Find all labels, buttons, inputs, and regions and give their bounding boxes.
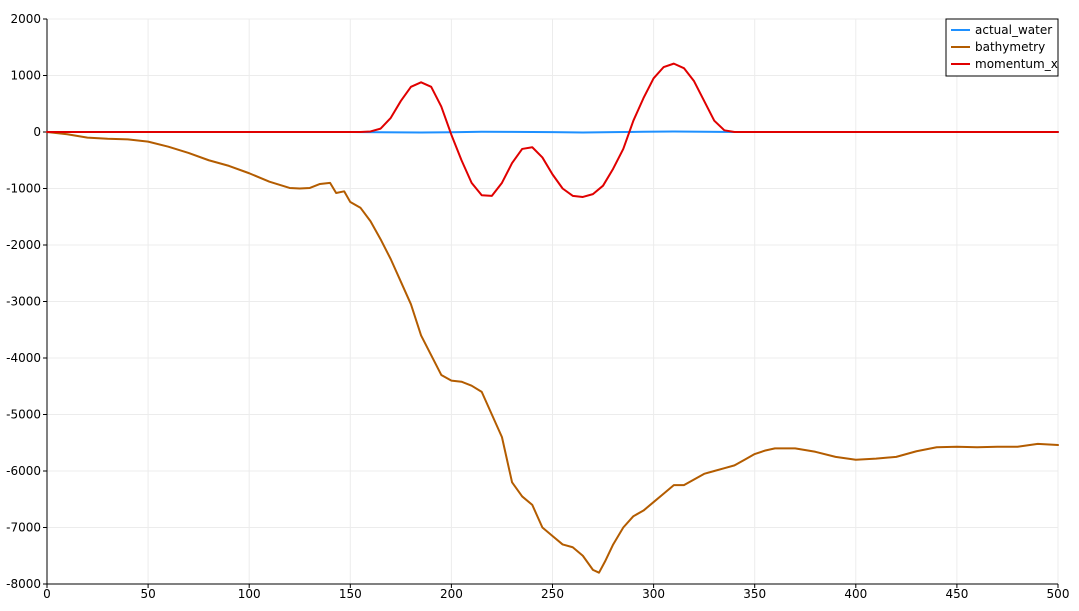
x-tick-label: 0	[43, 587, 51, 601]
y-tick-label: -2000	[6, 238, 41, 252]
series-line-bathymetry	[46, 131, 1059, 574]
x-tick-label: 500	[1047, 587, 1070, 601]
y-tick-label: -5000	[6, 408, 41, 422]
chart-legend[interactable]: actual_water bathymetry momentum_x	[945, 18, 1059, 77]
x-tick-label: 400	[844, 587, 867, 601]
x-tick-label: 450	[945, 587, 968, 601]
series-line-actual-water	[46, 130, 1059, 134]
x-tick-label: 200	[440, 587, 463, 601]
y-tick-label: -3000	[6, 295, 41, 309]
x-tick-label: 300	[642, 587, 665, 601]
y-tick-label: -4000	[6, 351, 41, 365]
axis-layer: 0 50 100 150 200 250 300 350 400 450 500200010000-…	[6, 12, 1069, 601]
y-tick-label: -1000	[6, 182, 41, 196]
series-layer	[46, 62, 1059, 574]
grid-layer	[46, 18, 1059, 585]
x-tick-label: 250	[541, 587, 564, 601]
legend-label[interactable]: actual_water	[975, 23, 1052, 37]
x-tick-label: 350	[743, 587, 766, 601]
legend-label[interactable]: bathymetry	[975, 40, 1045, 54]
x-tick-label: 50	[140, 587, 155, 601]
series-line-momentum-x	[46, 62, 1059, 198]
y-tick-label: 2000	[10, 12, 41, 26]
x-tick-label: 150	[339, 587, 362, 601]
x-tick-label: 100	[238, 587, 261, 601]
y-tick-label: -8000	[6, 577, 41, 591]
y-tick-label: -7000	[6, 521, 41, 535]
y-tick-label: 1000	[10, 69, 41, 83]
y-tick-label: -6000	[6, 464, 41, 478]
y-tick-label: 0	[33, 125, 41, 139]
legend-label[interactable]: momentum_x	[975, 57, 1058, 71]
